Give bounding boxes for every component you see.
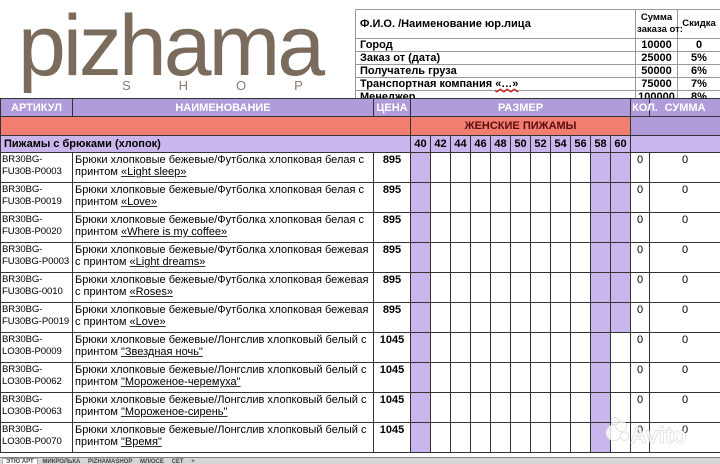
- svg-text:Avito: Avito: [630, 422, 687, 448]
